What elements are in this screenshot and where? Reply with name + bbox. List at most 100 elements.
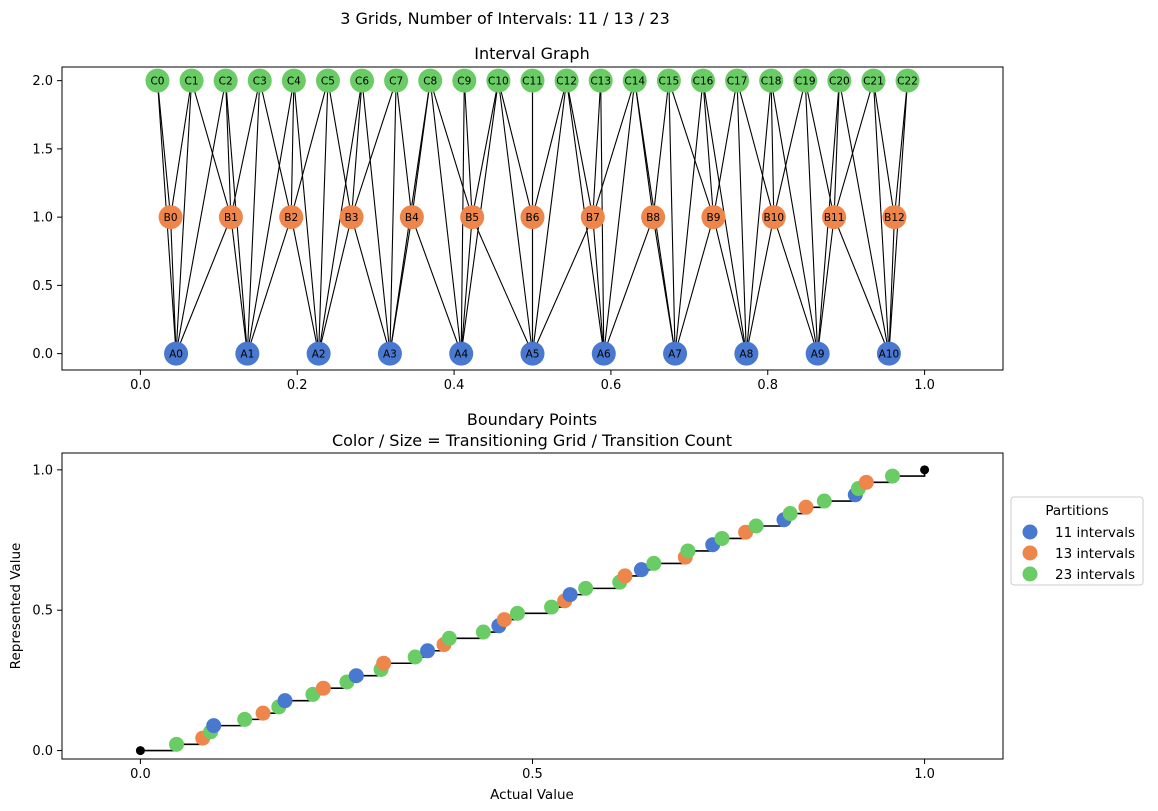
graph-node-marker (339, 205, 364, 230)
boundary-point (407, 649, 423, 665)
graph-node-marker (281, 68, 306, 93)
graph-node-marker (179, 68, 204, 93)
graph-node-B2: B2 (279, 205, 304, 230)
graph-node-label: C11 (522, 76, 543, 88)
graph-edge (460, 217, 473, 354)
graph-node-C2: C2 (213, 68, 238, 93)
graph-node-label: B7 (586, 212, 600, 224)
graph-edge (293, 80, 320, 354)
graph-node-marker (822, 205, 847, 230)
graph-node-C16: C16 (690, 68, 715, 93)
graph-node-marker (520, 341, 545, 366)
x-tick-label: 0.0 (130, 378, 151, 393)
graph-edge (712, 80, 738, 218)
graph-node-C15: C15 (656, 68, 681, 93)
graph-node-label: C14 (624, 76, 645, 88)
graph-node-label: C19 (795, 76, 816, 88)
graph-node-B11: B11 (822, 205, 847, 230)
graph-edge (592, 217, 605, 354)
y-tick-label: 0.5 (32, 604, 53, 619)
graph-node-marker (663, 341, 688, 366)
graph-edge (471, 80, 499, 218)
graph-edge (290, 80, 329, 218)
graph-edge (230, 217, 248, 354)
legend-box (1010, 496, 1144, 586)
graph-node-label: B0 (164, 212, 178, 224)
graph-node-C10: C10 (486, 68, 511, 93)
graph-node-C9: C9 (452, 68, 477, 93)
graph-edge (872, 80, 895, 218)
graph-edge (674, 216, 714, 354)
legend-marker-11 (1022, 524, 1038, 540)
graph-node-A10: A10 (876, 341, 901, 366)
graph-edge (712, 217, 747, 354)
graph-node-A5: A5 (520, 341, 545, 366)
graph-node-B5: B5 (460, 205, 485, 230)
graph-edge (838, 80, 890, 354)
boundary-points-y-ticks: 0.0 0.5 1.0 (32, 463, 62, 759)
graph-node-marker (384, 68, 409, 93)
graph-node-B3: B3 (339, 205, 364, 230)
graph-node-marker (486, 68, 511, 93)
graph-node-label: C7 (389, 76, 403, 88)
graph-edge (736, 80, 747, 354)
graph-edge (471, 216, 534, 354)
endpoint-marker (135, 746, 145, 756)
graph-node-label: C18 (761, 76, 782, 88)
graph-node-label: C16 (693, 76, 714, 88)
interval-graph-nodes: A0 A1 A2 A3 A4 A5 A6 A7 A8 A9 A10 B0 B1 B2 B3 B4 B5 B6 B7 B… (145, 68, 920, 366)
graph-node-marker (460, 205, 485, 230)
graph-node-B6: B6 (520, 205, 545, 230)
graph-node-label: C10 (488, 76, 509, 88)
x-tick-label: 0.0 (130, 767, 151, 782)
boundary-point (206, 718, 222, 734)
legend-marker-23 (1022, 566, 1038, 582)
x-axis-label: Actual Value (490, 787, 574, 803)
graph-node-B10: B10 (761, 205, 786, 230)
graph-edge (888, 217, 895, 354)
boundary-point (748, 518, 764, 534)
boundary-point (816, 493, 832, 509)
graph-node-label: A4 (454, 349, 468, 361)
graph-node-marker (315, 68, 340, 93)
graph-edge (429, 80, 473, 218)
graph-node-marker (279, 205, 304, 230)
graph-node-marker (761, 205, 786, 230)
graph-node-B12: B12 (882, 205, 907, 230)
graph-node-label: B6 (526, 212, 540, 224)
graph-node-marker (882, 205, 907, 230)
graph-edge (246, 80, 261, 354)
graph-edge (603, 216, 654, 354)
graph-edge (603, 80, 636, 354)
graph-edge (230, 80, 261, 218)
boundary-point (277, 693, 293, 709)
graph-node-marker (350, 68, 375, 93)
y-tick-label: 0.0 (32, 347, 53, 362)
graph-node-marker (520, 68, 545, 93)
legend-entry-13: 13 intervals (1055, 546, 1135, 562)
graph-node-label: C22 (897, 76, 918, 88)
boundary-point (315, 680, 331, 696)
graph-edge (531, 80, 568, 218)
graph-node-label: B11 (824, 212, 845, 224)
graph-edge (745, 217, 775, 354)
boundary-point (617, 568, 633, 584)
graph-edge (893, 80, 909, 218)
graph-node-A0: A0 (164, 341, 189, 366)
graph-node-B4: B4 (399, 205, 424, 230)
boundary-point (798, 499, 814, 515)
boundary-point (633, 562, 649, 578)
graph-node-label: A0 (169, 349, 183, 361)
graph-node-label: B4 (405, 212, 419, 224)
graph-node-C20: C20 (827, 68, 852, 93)
graph-edge (497, 80, 534, 354)
graph-edge (175, 216, 232, 354)
graph-node-marker (591, 341, 616, 366)
graph-node-label: A10 (879, 349, 900, 361)
graph-edge (411, 216, 462, 354)
graph-edge (389, 80, 397, 354)
graph-edge (411, 80, 431, 218)
graph-node-marker (701, 205, 726, 230)
graph-node-A3: A3 (377, 341, 402, 366)
graph-node-label: A5 (526, 349, 540, 361)
